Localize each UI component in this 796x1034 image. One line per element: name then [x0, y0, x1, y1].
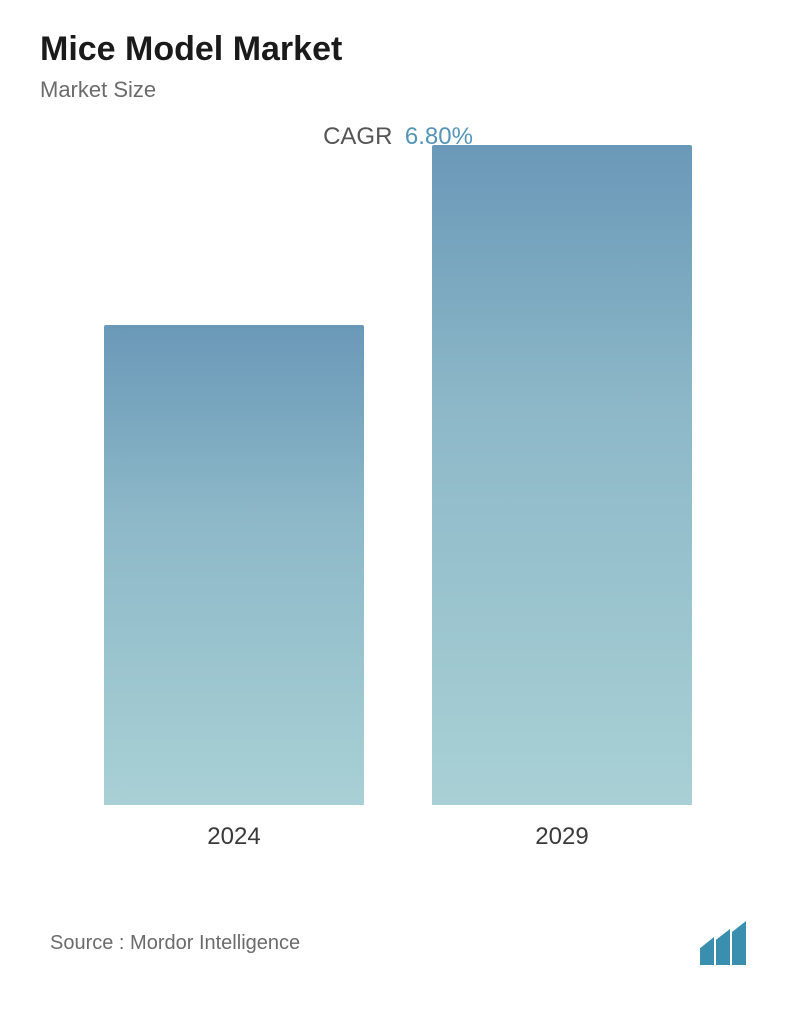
mordor-logo-icon — [700, 921, 746, 965]
chart-subtitle: Market Size — [40, 77, 756, 103]
bar-2029 — [432, 145, 692, 805]
logo-bar — [700, 937, 714, 965]
bar-group-2024: 2024 — [94, 325, 374, 851]
bar-label-2024: 2024 — [207, 823, 260, 851]
bar-label-2029: 2029 — [535, 823, 588, 851]
bar-2024 — [104, 325, 364, 805]
header: Mice Model Market Market Size — [40, 30, 756, 103]
bars-container: 2024 2029 — [40, 171, 756, 851]
chart-area: 2024 2029 — [40, 171, 756, 891]
logo-bar — [716, 929, 730, 965]
bar-group-2029: 2029 — [422, 145, 702, 851]
footer: Source : Mordor Intelligence — [40, 921, 756, 965]
cagr-label: CAGR — [323, 123, 392, 150]
chart-title: Mice Model Market — [40, 30, 756, 69]
logo-bar — [732, 921, 746, 965]
source-attribution: Source : Mordor Intelligence — [50, 932, 300, 955]
